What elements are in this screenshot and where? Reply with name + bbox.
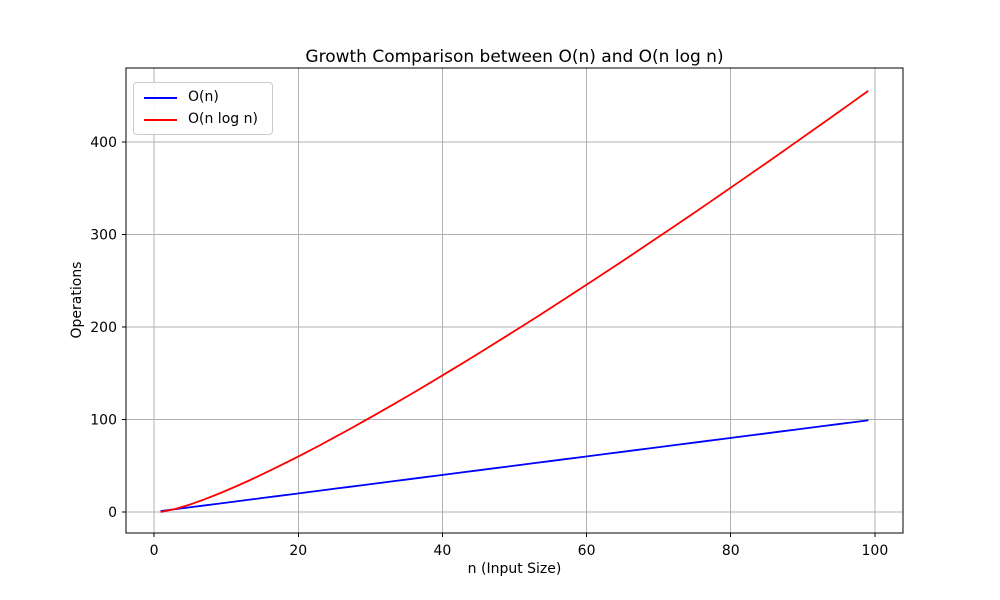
x-tick-labels: 0 20 40 60 80 100 [150, 543, 889, 559]
grid [126, 68, 903, 533]
legend-line-swatch-o-nlogn [144, 118, 177, 121]
legend-entry-o-n: O(n) [144, 89, 258, 106]
chart-title: Growth Comparison between O(n) and O(n l… [305, 47, 724, 67]
series-line-o-n-log-n- [160, 90, 869, 513]
plot-border [125, 67, 904, 534]
svg-text:0: 0 [108, 505, 117, 521]
svg-text:20: 20 [289, 543, 307, 559]
legend-label-o-n: O(n) [188, 89, 219, 105]
svg-text:300: 300 [90, 227, 117, 243]
legend-entry-o-nlogn: O(n log n) [144, 111, 258, 128]
svg-text:400: 400 [90, 135, 117, 151]
y-axis-label: Operations [69, 261, 85, 339]
y-tick-labels: 0 100 200 300 400 [90, 135, 117, 521]
svg-text:100: 100 [90, 412, 117, 428]
svg-text:60: 60 [578, 543, 596, 559]
svg-text:200: 200 [90, 320, 117, 336]
legend-label-o-nlogn: O(n log n) [188, 111, 258, 127]
svg-text:40: 40 [434, 543, 452, 559]
x-axis-label: n (Input Size) [467, 561, 562, 577]
series-line-o-n- [160, 419, 869, 512]
tick-marks [122, 141, 876, 537]
svg-text:100: 100 [862, 543, 889, 559]
svg-text:80: 80 [722, 543, 740, 559]
legend-line-swatch-o-n [144, 96, 177, 99]
legend: O(n) O(n log n) [133, 82, 273, 135]
svg-text:0: 0 [150, 543, 159, 559]
